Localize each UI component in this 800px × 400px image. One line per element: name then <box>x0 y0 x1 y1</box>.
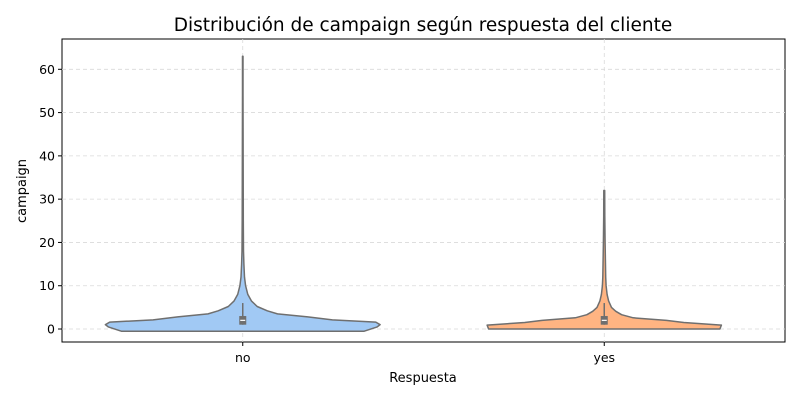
x-tick-label: yes <box>593 350 615 365</box>
plot-frame <box>61 38 786 343</box>
y-tick-label: 20 <box>39 235 55 250</box>
gridlines <box>62 39 785 342</box>
y-tick-label: 40 <box>39 148 55 163</box>
x-axis-label: Respuesta <box>389 371 457 386</box>
x-axis-ticks: no yes <box>235 342 615 365</box>
y-tick-label: 60 <box>39 62 55 77</box>
x-tick-label: no <box>235 350 251 365</box>
y-axis-ticks: 0 10 20 30 40 50 60 <box>39 62 62 337</box>
y-tick-label: 10 <box>39 278 55 293</box>
y-tick-label: 0 <box>47 322 55 337</box>
y-tick-label: 30 <box>39 192 55 207</box>
y-tick-label: 50 <box>39 105 55 120</box>
violins <box>104 55 723 332</box>
violin-yes <box>486 189 723 330</box>
y-axis-label: campaign <box>15 159 30 223</box>
chart-title: Distribución de campaign según respuesta… <box>174 15 672 36</box>
violin-no <box>104 55 381 332</box>
